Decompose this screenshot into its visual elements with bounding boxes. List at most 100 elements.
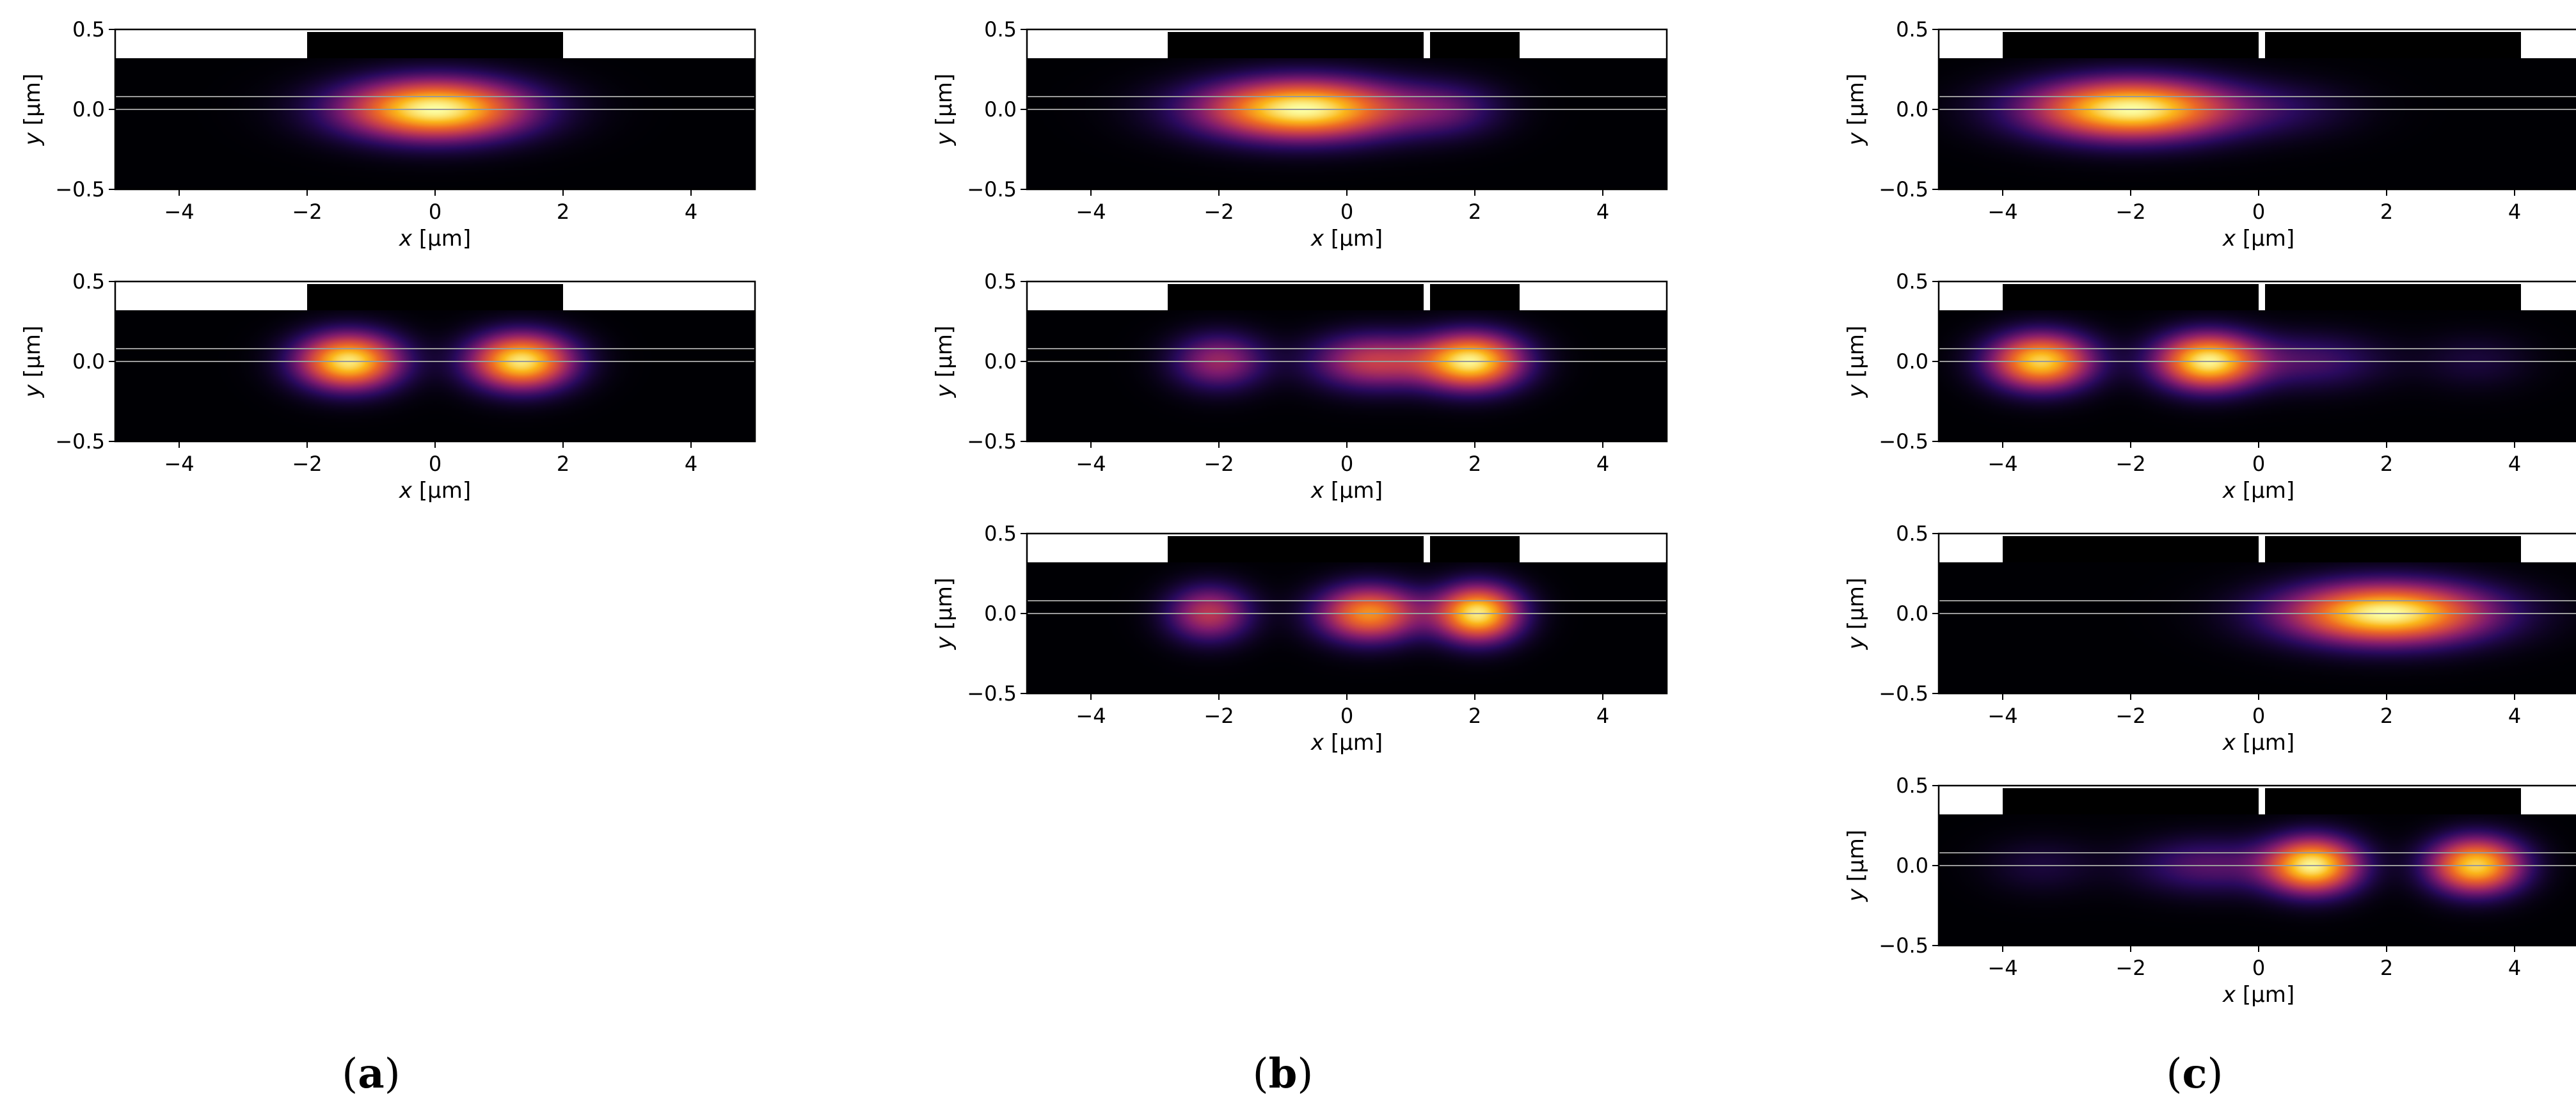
y-axis-label: y [µm]: [1843, 830, 1869, 902]
x-axis-label: x [µm]: [2222, 478, 2294, 503]
x-tick-label: −4: [1987, 956, 2017, 980]
subplot-c-4: −4 −2 0 2 4 0.5 0.0 −0.5 x [µm] y [µm]: [1843, 773, 2576, 1008]
panel-label-c: (c): [2167, 1050, 2223, 1098]
x-axis-label: x [µm]: [2222, 730, 2294, 756]
x-tick-label: −2: [2115, 200, 2145, 224]
ridge-block: [2265, 32, 2521, 58]
x-axis-label: x [µm]: [1310, 226, 1383, 251]
x-tick-label: −4: [1987, 200, 2017, 224]
x-tick-label: 2: [2380, 956, 2393, 980]
y-tick-label: 0.0: [984, 97, 1017, 122]
y-tick-label: −0.5: [967, 681, 1017, 706]
y-tick-label: 0.0: [984, 349, 1017, 374]
x-tick-label: 4: [1596, 200, 1609, 224]
ridge-block: [2003, 536, 2259, 562]
x-tick-label: −4: [1076, 200, 1106, 224]
ridge-block: [1430, 32, 1520, 58]
x-tick-label: −2: [2115, 452, 2145, 476]
x-axis-label: x [µm]: [399, 226, 471, 251]
ridge-block: [2265, 536, 2521, 562]
y-tick-label: 0.5: [984, 521, 1017, 546]
ridge-block: [1168, 32, 1424, 58]
y-axis-label: y [µm]: [1843, 578, 1869, 650]
x-tick-label: 0: [2252, 956, 2265, 980]
ridge-block: [2003, 32, 2259, 58]
x-axis-label: x [µm]: [399, 478, 471, 503]
y-tick-label: −0.5: [55, 429, 105, 454]
y-axis-label: y [µm]: [1843, 74, 1869, 146]
x-tick-label: 0: [2252, 704, 2265, 728]
subplot-b-1: −4 −2 0 2 4 0.5 0.0 −0.5 x [µm] y [µm]: [932, 17, 1668, 251]
x-axis-label: x [µm]: [1310, 478, 1383, 503]
x-tick-label: −4: [1076, 704, 1106, 728]
x-tick-label: 0: [2252, 200, 2265, 224]
y-tick-label: 0.0: [1896, 349, 1928, 374]
x-tick-label: 4: [2508, 956, 2521, 980]
x-tick-label: 4: [2508, 452, 2521, 476]
y-axis-label: y [µm]: [932, 326, 957, 398]
x-tick-label: −2: [1204, 200, 1234, 224]
x-tick-label: 2: [2380, 704, 2393, 728]
x-tick-label: −4: [164, 200, 194, 224]
x-tick-label: 2: [1468, 452, 1481, 476]
y-tick-label: −0.5: [967, 177, 1017, 202]
ridge-block: [307, 32, 563, 58]
x-tick-label: −2: [292, 200, 322, 224]
subplot-c-3: −4 −2 0 2 4 0.5 0.0 −0.5 x [µm] y [µm]: [1843, 521, 2576, 756]
y-axis-label: y [µm]: [1843, 326, 1869, 398]
x-tick-label: −2: [1204, 452, 1234, 476]
x-axis-label: x [µm]: [2222, 982, 2294, 1008]
ridge-block: [1168, 284, 1424, 310]
x-tick-label: 2: [557, 200, 569, 224]
panel-label-a: (a): [342, 1050, 400, 1098]
y-tick-label: 0.5: [1896, 17, 1928, 42]
ridge-block: [1430, 284, 1520, 310]
y-tick-label: −0.5: [55, 177, 105, 202]
y-tick-label: −0.5: [1879, 429, 1928, 454]
x-tick-label: −2: [1204, 704, 1234, 728]
ridge-block: [1430, 536, 1520, 562]
panel-label-b: (b): [1253, 1050, 1314, 1098]
subplot-c-1: −4 −2 0 2 4 0.5 0.0 −0.5 x [µm] y [µm]: [1843, 17, 2576, 251]
x-tick-label: 0: [1340, 452, 1353, 476]
x-tick-label: 2: [557, 452, 569, 476]
x-tick-label: 4: [685, 200, 697, 224]
y-axis-label: y [µm]: [932, 74, 957, 146]
subplot-b-3: −4 −2 0 2 4 0.5 0.0 −0.5 x [µm] y [µm]: [932, 521, 1668, 756]
x-tick-label: 4: [2508, 704, 2521, 728]
y-tick-label: 0.5: [1896, 521, 1928, 546]
x-tick-label: 2: [2380, 452, 2393, 476]
x-tick-label: −4: [1987, 452, 2017, 476]
x-tick-label: 4: [1596, 704, 1609, 728]
y-tick-label: 0.5: [72, 269, 105, 294]
y-tick-label: −0.5: [1879, 177, 1928, 202]
x-tick-label: 4: [1596, 452, 1609, 476]
ridge-block: [2265, 788, 2521, 814]
x-tick-label: 4: [2508, 200, 2521, 224]
subplot-c-2: −4 −2 0 2 4 0.5 0.0 −0.5 x [µm] y [µm]: [1843, 269, 2576, 503]
x-tick-label: −4: [164, 452, 194, 476]
x-tick-label: 4: [685, 452, 697, 476]
x-tick-label: 0: [429, 200, 441, 224]
y-tick-label: 0.5: [1896, 773, 1928, 798]
subplot-a-1: −4 −2 0 2 4 0.5 0.0 −0.5 x [µm] y [µm]: [20, 17, 756, 251]
ridge-block: [307, 284, 563, 310]
x-tick-label: −2: [292, 452, 322, 476]
x-tick-label: 0: [429, 452, 441, 476]
y-axis-label: y [µm]: [20, 74, 45, 146]
x-tick-label: −4: [1987, 704, 2017, 728]
y-tick-label: −0.5: [1879, 933, 1928, 958]
y-tick-label: 0.5: [984, 269, 1017, 294]
y-tick-label: −0.5: [1879, 681, 1928, 706]
y-tick-label: −0.5: [967, 429, 1017, 454]
y-tick-label: 0.5: [984, 17, 1017, 42]
y-axis-label: y [µm]: [932, 578, 957, 650]
y-tick-label: 0.0: [72, 349, 105, 374]
x-tick-label: 0: [1340, 200, 1353, 224]
subplot-a-2: −4 −2 0 2 4 0.5 0.0 −0.5 x [µm] y [µm]: [20, 269, 756, 503]
x-tick-label: −2: [2115, 956, 2145, 980]
y-tick-label: 0.0: [72, 97, 105, 122]
ridge-block: [2003, 284, 2259, 310]
y-axis-label: y [µm]: [20, 326, 45, 398]
